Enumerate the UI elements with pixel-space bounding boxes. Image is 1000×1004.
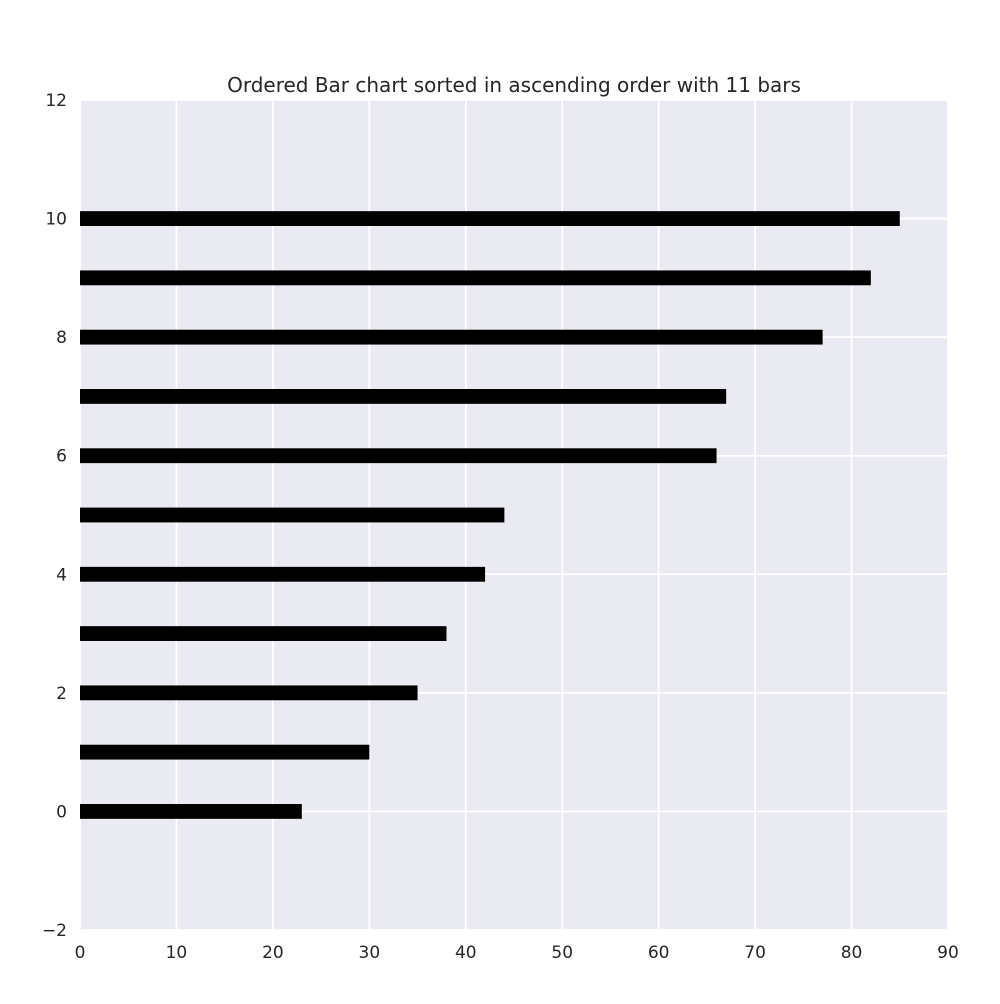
y-tick-label: 6 (56, 447, 67, 467)
y-tick-label: 12 (45, 91, 67, 111)
bar (80, 744, 370, 760)
y-tick-label: 8 (56, 328, 67, 348)
chart-title: Ordered Bar chart sorted in ascending or… (227, 73, 801, 97)
y-tick-label: 4 (56, 565, 67, 585)
x-tick-label: 90 (937, 943, 959, 963)
x-axis-ticks: 0 10 20 30 40 50 60 70 80 90 (75, 943, 959, 963)
x-tick-label: 60 (648, 943, 670, 963)
bar (80, 804, 302, 819)
x-tick-label: 10 (166, 943, 188, 963)
bar (80, 270, 871, 286)
x-tick-label: 40 (455, 943, 477, 963)
x-tick-label: 20 (262, 943, 284, 963)
bar (80, 211, 900, 226)
bar (80, 507, 505, 523)
bars (80, 211, 900, 819)
y-tick-label: 10 (45, 210, 67, 230)
bar (80, 685, 418, 701)
y-axis-ticks: −2 0 2 4 6 8 10 12 (42, 91, 67, 941)
bar (80, 566, 486, 582)
x-tick-label: 0 (75, 943, 86, 963)
y-tick-label: 0 (56, 802, 67, 822)
x-tick-label: 50 (551, 943, 573, 963)
bar (80, 389, 727, 404)
y-tick-label: −2 (42, 921, 67, 941)
y-tick-label: 2 (56, 684, 67, 704)
x-tick-label: 30 (359, 943, 381, 963)
x-tick-label: 70 (744, 943, 766, 963)
x-tick-label: 80 (841, 943, 863, 963)
bar (80, 626, 447, 641)
bar (80, 448, 717, 464)
bar (80, 329, 823, 345)
